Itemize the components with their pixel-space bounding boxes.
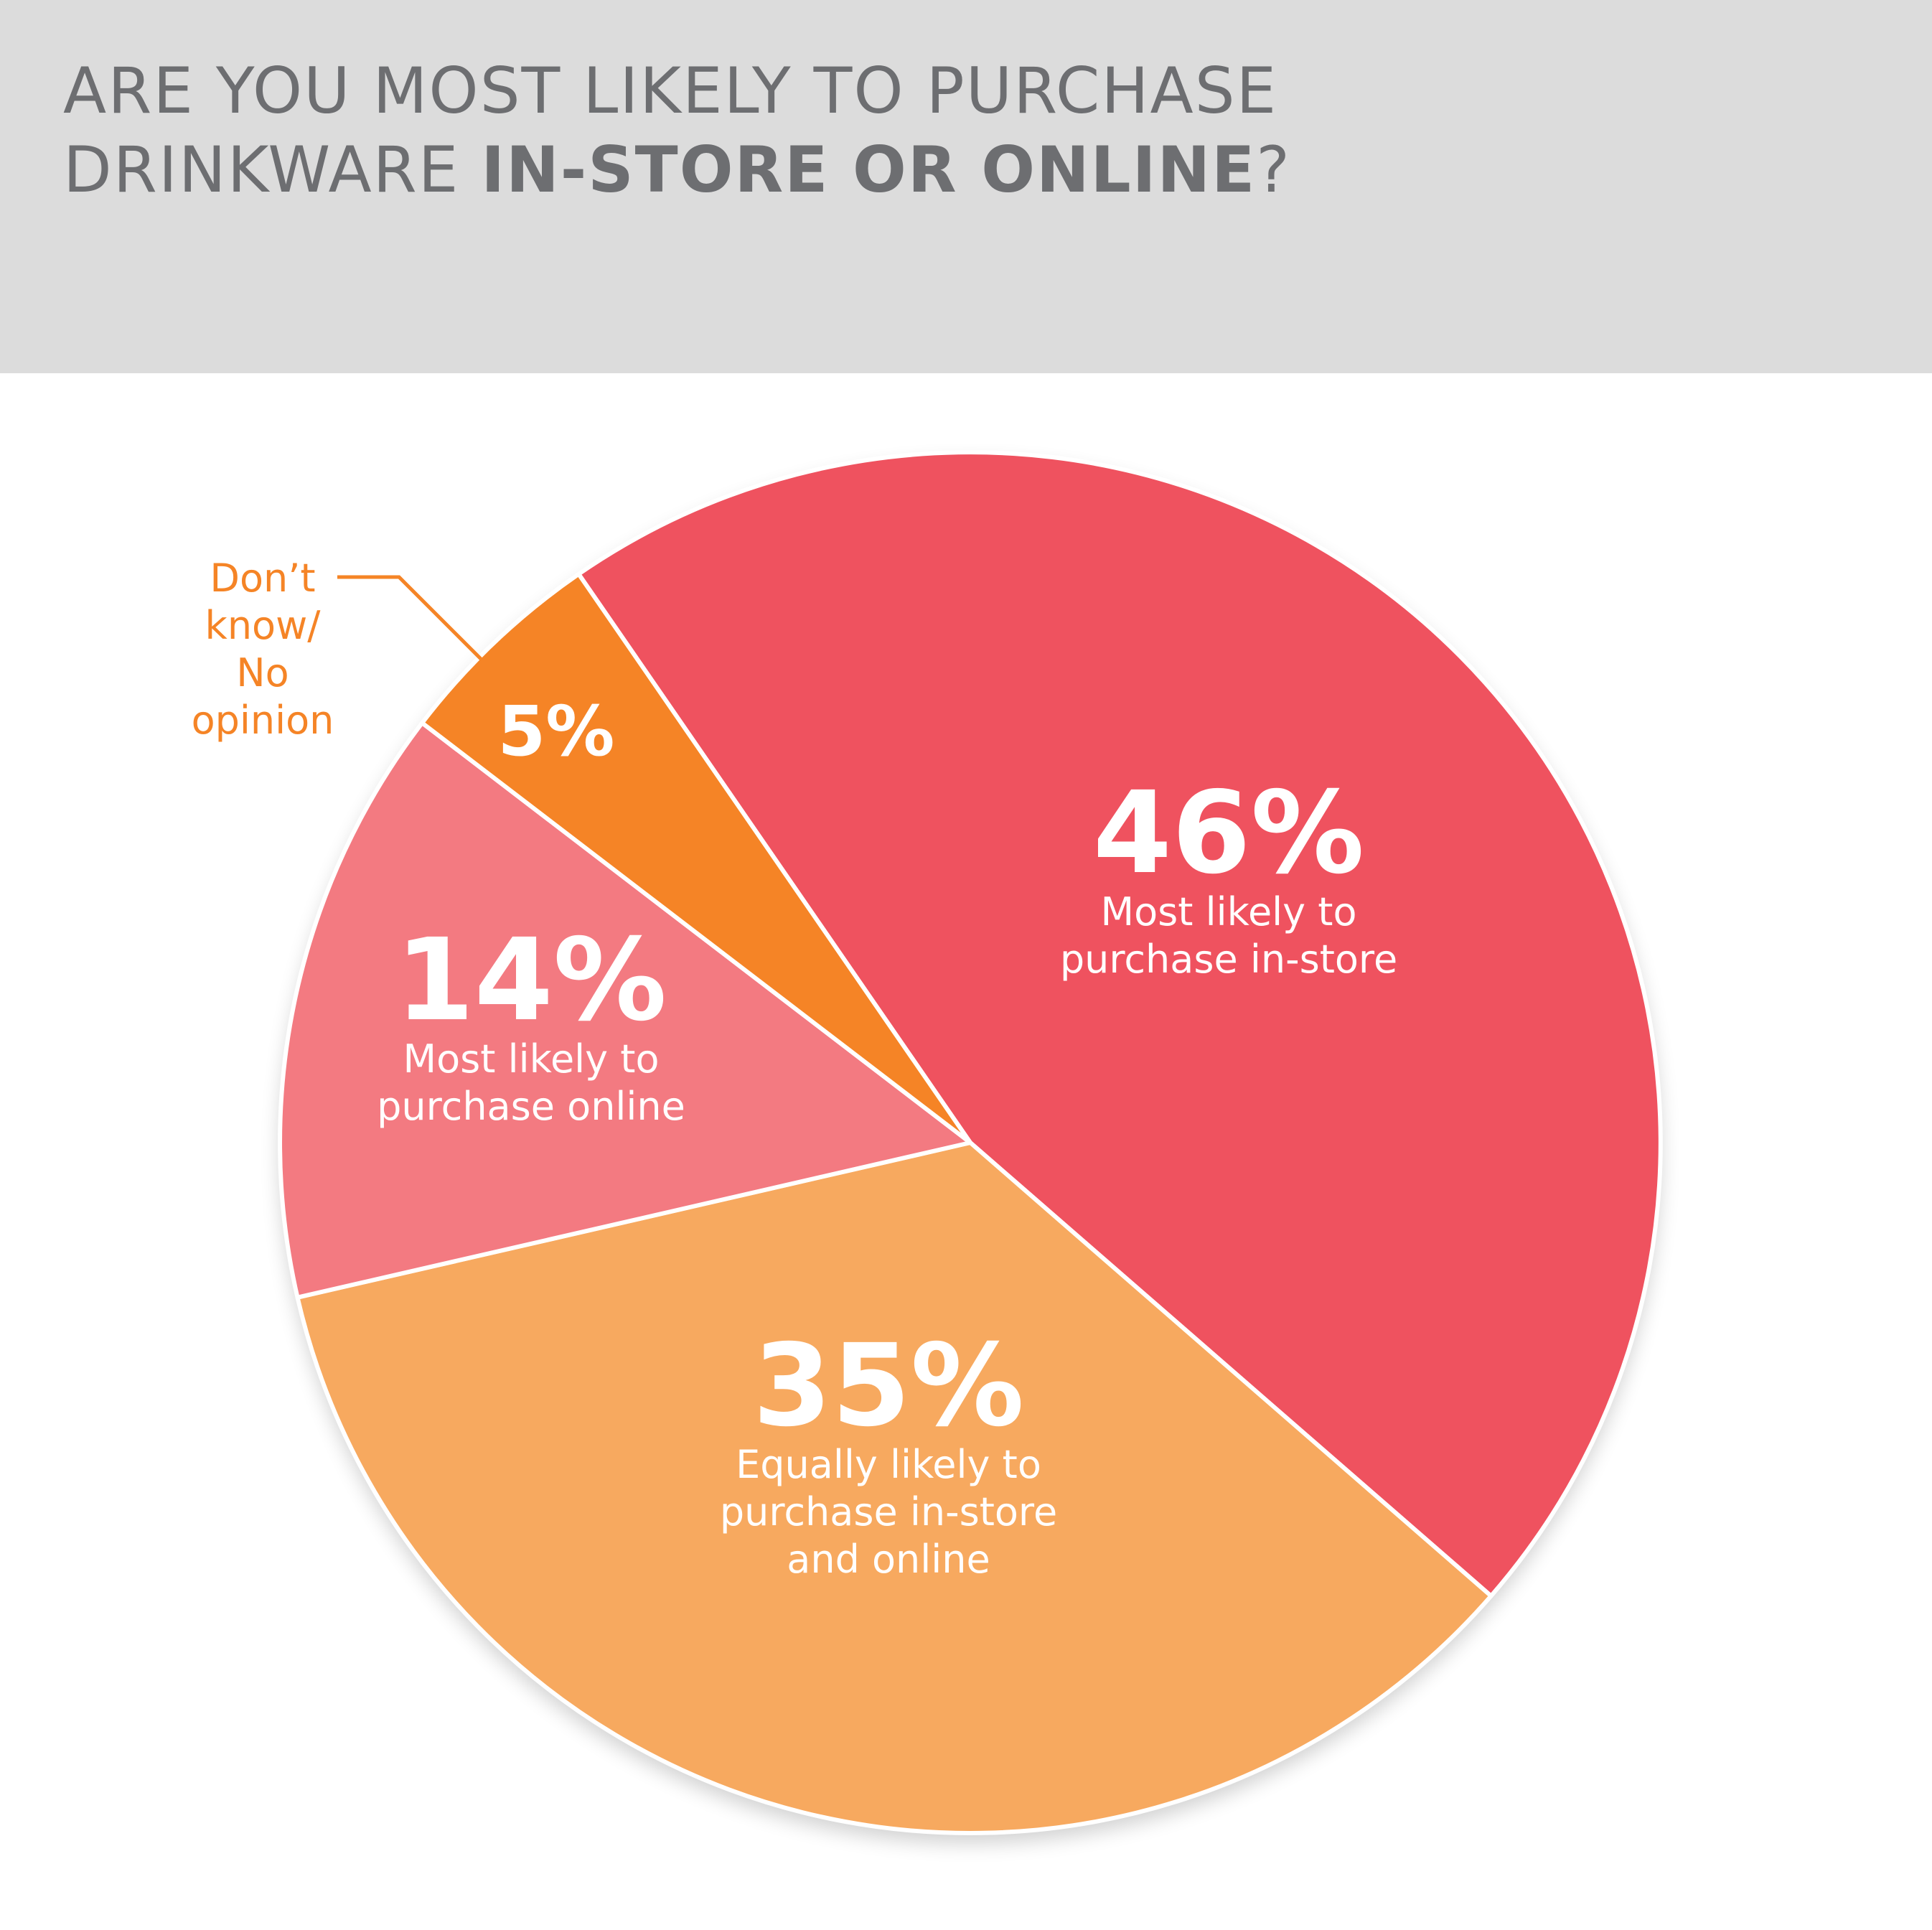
title-line-2-end: ? (1256, 133, 1291, 207)
slice-category-label: purchase in-store (720, 1489, 1057, 1535)
slice-category-label: purchase online (377, 1084, 685, 1129)
pie-slice-equally-likely-to-purchase-in-store-and-online (295, 1140, 1493, 1835)
title-line-2-regular: DRINKWARE (63, 133, 482, 207)
callout-label: No (236, 650, 289, 695)
callout-label: Don’t (210, 556, 315, 601)
callout-leader-line (337, 575, 482, 660)
slice-value-label: 5% (498, 691, 615, 772)
pie-slice-most-likely-to-purchase-in-store (576, 450, 1663, 1598)
slice-value-label: 35% (753, 1320, 1024, 1452)
callout-label: opinion (192, 698, 334, 743)
slice-value-label: 46% (1093, 767, 1364, 899)
title-line-2-bold: IN-STORE OR ONLINE (481, 133, 1257, 207)
slice-value-label: 14% (395, 914, 667, 1046)
slice-category-label: Equally likely to (736, 1442, 1041, 1487)
slice-category-label: and online (787, 1537, 990, 1582)
pie-slice-dont-know (420, 571, 972, 1145)
chart-title: ARE YOU MOST LIKELY TO PURCHASE DRINKWAR… (63, 52, 1291, 210)
title-line-1: ARE YOU MOST LIKELY TO PURCHASE (63, 54, 1278, 128)
slice-category-label: Most likely to (403, 1036, 659, 1082)
callout-label: know/ (205, 603, 322, 648)
pie-slice-most-likely-to-purchase-online (278, 721, 972, 1300)
title-banner: ARE YOU MOST LIKELY TO PURCHASE DRINKWAR… (0, 0, 1932, 373)
slice-category-label: purchase in-store (1060, 937, 1397, 982)
slice-category-label: Most likely to (1100, 889, 1356, 934)
